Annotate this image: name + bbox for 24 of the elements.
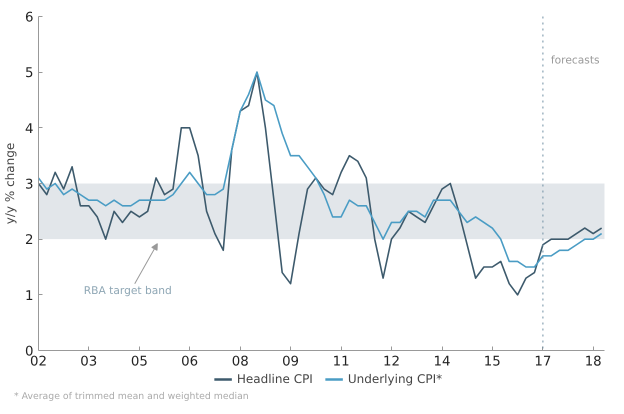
x-tick-label: 02 (30, 354, 47, 370)
x-tick-label: 12 (382, 354, 400, 370)
x-tick-label: 08 (232, 354, 249, 370)
x-tick-label: 15 (484, 354, 501, 370)
x-tick-label: 06 (181, 354, 198, 370)
text: * Average of trimmed mean and weighted median (14, 390, 249, 404)
y-tick-label: 6 (25, 10, 34, 26)
y-tick-label: 5 (25, 66, 34, 82)
x-tick-label: 03 (80, 354, 98, 370)
legend-label: Underlying CPI* (348, 372, 442, 386)
y-axis-title: y/y % change (3, 142, 18, 224)
annotation: RBA target band (84, 284, 172, 298)
x-tick-label: 17 (534, 354, 552, 370)
x-tick-label: 05 (130, 354, 148, 370)
ref-line-label: forecasts (550, 54, 600, 66)
y-tick-label: 3 (25, 178, 34, 192)
legend-label: Headline CPI (236, 372, 313, 386)
x-tick-label: 18 (584, 354, 602, 370)
x-tick-label: 09 (282, 354, 300, 370)
y-tick-label: 2 (25, 233, 34, 248)
x-tick-label: 14 (434, 354, 450, 370)
y-tick-label: 1 (25, 288, 34, 304)
x-tick-label: 11 (332, 354, 350, 370)
y-tick-label: 4 (25, 122, 34, 137)
